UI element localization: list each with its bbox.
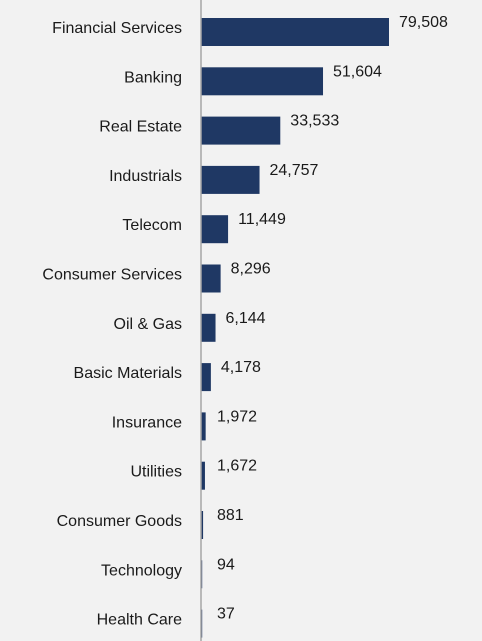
bar — [201, 215, 229, 244]
bar — [201, 18, 389, 46]
category-tick-label: Health Care — [97, 612, 182, 629]
bar — [201, 363, 211, 392]
category-tick-label: Banking — [124, 69, 182, 86]
category-tick-label: Consumer Goods — [57, 513, 182, 530]
category-tick-label: Industrials — [109, 168, 182, 185]
value-data-label: 79,508 — [399, 14, 448, 31]
category-tick-label: Technology — [101, 562, 182, 579]
value-data-label: 8,296 — [231, 261, 271, 278]
value-data-label: 6,144 — [226, 310, 266, 327]
bar — [201, 116, 281, 145]
value-data-label: 1,972 — [217, 408, 257, 425]
bar — [201, 511, 204, 539]
category-tick-label: Utilities — [130, 464, 182, 481]
value-data-label: 4,178 — [221, 359, 261, 376]
bar — [201, 313, 216, 342]
value-data-label: 33,533 — [290, 113, 339, 130]
category-tick-label: Insurance — [112, 414, 182, 431]
bar — [201, 165, 260, 194]
value-data-label: 37 — [217, 606, 235, 623]
category-tick-label: Financial Services — [52, 20, 182, 37]
value-data-label: 51,604 — [333, 63, 382, 80]
value-data-label: 1,672 — [217, 458, 257, 475]
value-data-label: 881 — [217, 507, 244, 524]
category-tick-label: Consumer Services — [42, 267, 182, 284]
category-tick-label: Telecom — [122, 217, 182, 234]
category-tick-label: Real Estate — [99, 119, 182, 136]
bar — [201, 412, 206, 441]
labels-group: Financial Services 79,508 Banking 51,604 Rea… — [42, 14, 448, 629]
category-tick-label: Oil & Gas — [114, 316, 182, 333]
value-data-label: 24,757 — [270, 162, 319, 179]
bar — [201, 461, 205, 490]
value-data-label: 11,449 — [238, 211, 286, 228]
category-tick-label: Basic Materials — [74, 365, 182, 382]
bar — [201, 67, 324, 96]
bar — [201, 264, 221, 293]
value-data-label: 94 — [217, 556, 235, 573]
